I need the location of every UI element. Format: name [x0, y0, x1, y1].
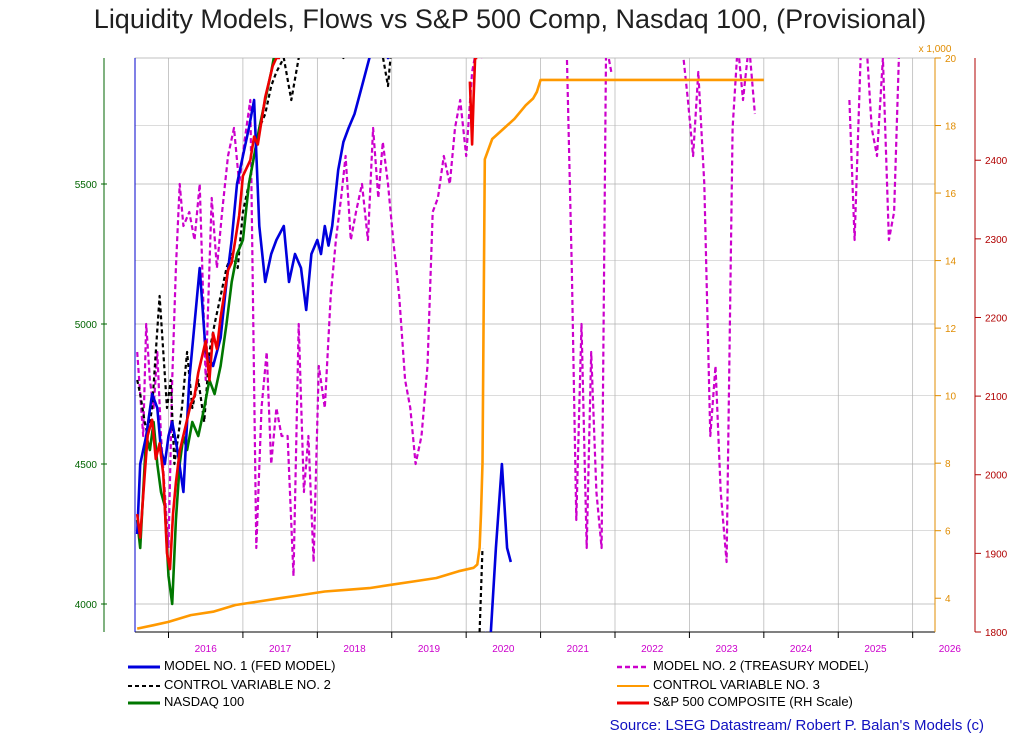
series-line-0: [484, 462, 513, 632]
series-line-3: [565, 58, 613, 550]
right-outer-tick-label: 2200: [985, 313, 1008, 324]
left-tick-label: 5500: [75, 180, 98, 191]
legend-item-model-2: MODEL NO. 2 (TREASURY MODEL): [617, 658, 869, 673]
right-outer-tick-label: 2100: [985, 392, 1008, 403]
legend-label-control-2: CONTROL VARIABLE NO. 2: [164, 677, 331, 692]
x-tick-label: 2021: [567, 644, 590, 655]
legend-swatch-nasdaq: [128, 701, 160, 705]
legend-label-nasdaq: NASDAQ 100: [164, 694, 245, 709]
legend-label-control-3: CONTROL VARIABLE NO. 3: [653, 677, 820, 692]
legend-label-model-1: MODEL NO. 1 (FED MODEL): [164, 658, 336, 673]
right-inner-unit-label: x 1,000: [919, 44, 952, 55]
x-tick-label: 2017: [269, 644, 292, 655]
series-layer: [135, 58, 900, 632]
legend-swatch-model-1: [128, 665, 160, 669]
legend-item-control-3: CONTROL VARIABLE NO. 3: [617, 677, 820, 692]
left-tick-label: 4500: [75, 460, 98, 471]
right-inner-tick-label: 10: [945, 392, 957, 403]
legend-item-model-1: MODEL NO. 1 (FED MODEL): [128, 658, 335, 673]
x-tick-label: 2016: [195, 644, 218, 655]
x-tick-label: 2022: [641, 644, 664, 655]
legend-label-sp500: S&P 500 COMPOSITE (RH Scale): [653, 694, 853, 709]
series-line-5: [468, 58, 478, 146]
right-inner-tick-label: 16: [945, 189, 957, 200]
right-outer-tick-label: 2000: [985, 471, 1008, 482]
right-inner-tick-label: 14: [945, 257, 957, 268]
x-tick-label: 2026: [939, 644, 962, 655]
series-line-0: [135, 58, 390, 535]
series-line-4: [136, 78, 764, 630]
right-inner-tick-label: 4: [945, 594, 951, 605]
right-inner-tick-label: 12: [945, 324, 957, 335]
series-line-1: [478, 547, 484, 632]
series-line-3: [848, 58, 900, 242]
right-outer-tick-label: 2400: [985, 156, 1008, 167]
series-line-1: [136, 58, 392, 466]
x-tick-label: 2020: [492, 644, 515, 655]
x-tick-label: 2023: [716, 644, 739, 655]
legend-swatch-control-2: [128, 684, 160, 687]
series-line-5: [135, 58, 281, 571]
right-inner-tick-label: 20: [945, 54, 957, 65]
legend-item-control-2: CONTROL VARIABLE NO. 2: [128, 677, 331, 692]
legend-item-nasdaq: NASDAQ 100: [128, 694, 244, 709]
left-tick-label: 5000: [75, 320, 98, 331]
right-inner-tick-label: 18: [945, 122, 957, 133]
x-tick-label: 2024: [790, 644, 813, 655]
x-tick-label: 2019: [418, 644, 441, 655]
left-tick-label: 4000: [75, 600, 98, 611]
legend-swatch-sp500: [617, 701, 649, 705]
right-inner-tick-label: 8: [945, 459, 951, 470]
series-line-3: [136, 58, 483, 578]
series-line-3: [682, 58, 756, 564]
right-outer-tick-label: 2300: [985, 235, 1008, 246]
legend-label-model-2: MODEL NO. 2 (TREASURY MODEL): [653, 658, 869, 673]
right-outer-tick-label: 1900: [985, 549, 1008, 560]
x-tick-label: 2018: [343, 644, 366, 655]
x-tick-label: 2025: [864, 644, 887, 655]
legend-swatch-model-2: [617, 665, 649, 668]
right-inner-tick-label: 6: [945, 527, 951, 538]
legend-swatch-control-3: [617, 684, 649, 687]
source-note: Source: LSEG Datastream/ Robert P. Balan…: [609, 717, 984, 734]
legend-item-sp500: S&P 500 COMPOSITE (RH Scale): [617, 694, 853, 709]
chart-title: Liquidity Models, Flows vs S&P 500 Comp,…: [93, 4, 927, 34]
right-outer-tick-label: 1800: [985, 628, 1008, 639]
